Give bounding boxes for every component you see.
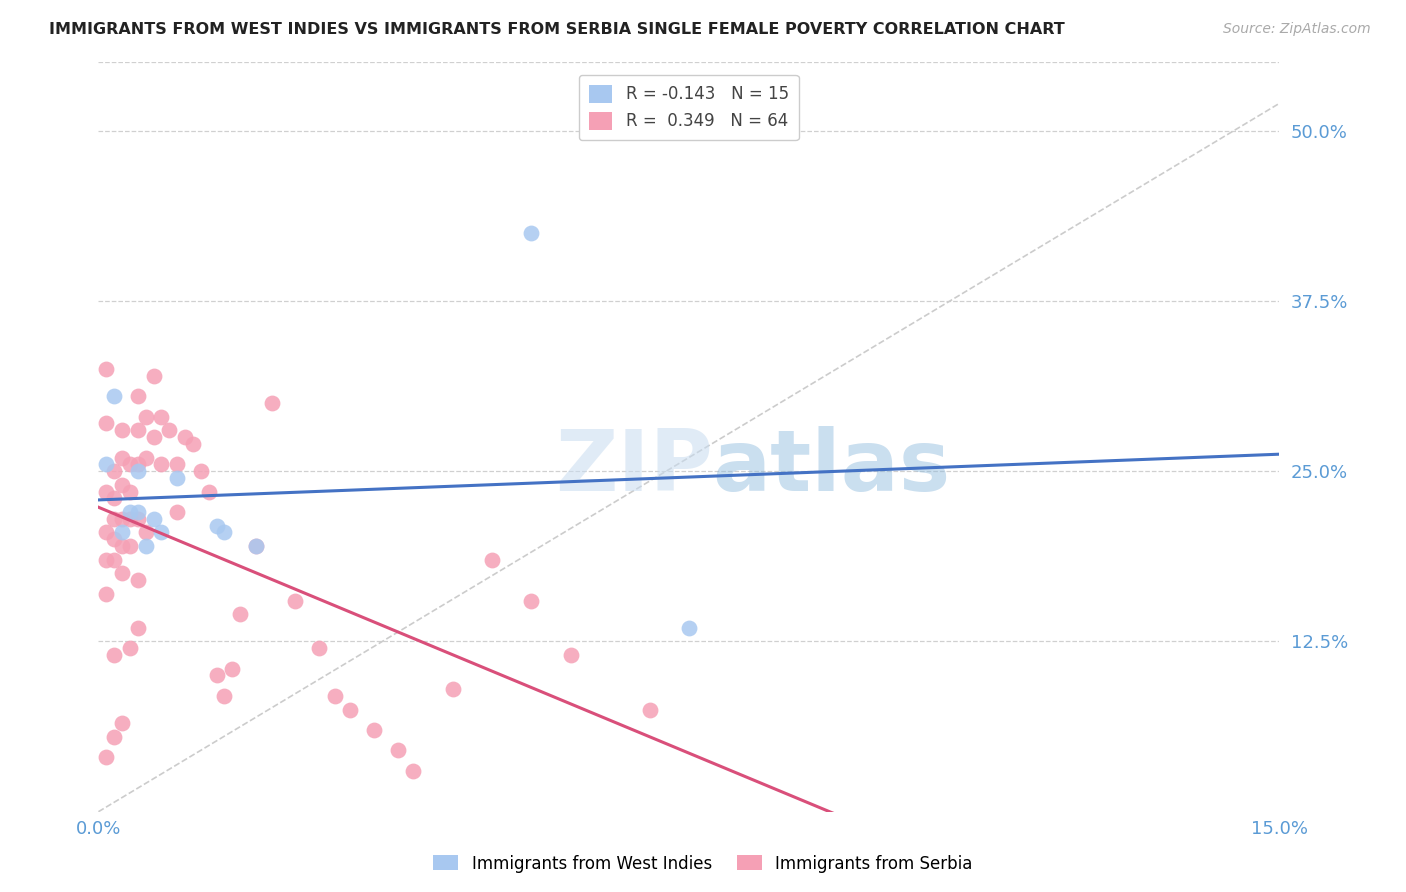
Point <box>638 702 661 716</box>
Point <box>190 464 212 478</box>
Text: Source: ZipAtlas.com: Source: ZipAtlas.com <box>1223 22 1371 37</box>
Point <box>150 458 173 472</box>
Point <box>387 743 409 757</box>
Legend: Immigrants from West Indies, Immigrants from Serbia: Immigrants from West Indies, Immigrants … <box>426 848 980 880</box>
Point <box>441 682 464 697</box>
Point <box>103 552 125 566</box>
Point <box>135 539 157 553</box>
Point <box>166 458 188 472</box>
Point <box>103 512 125 526</box>
Point <box>111 716 134 731</box>
Point <box>323 689 346 703</box>
Point <box>111 450 134 465</box>
Text: ZIP: ZIP <box>555 425 713 508</box>
Point <box>142 512 165 526</box>
Point <box>111 566 134 581</box>
Point <box>103 464 125 478</box>
Point <box>127 458 149 472</box>
Point <box>205 518 228 533</box>
Point <box>111 525 134 540</box>
Point <box>96 587 118 601</box>
Point <box>142 368 165 383</box>
Point <box>205 668 228 682</box>
Point <box>481 552 503 566</box>
Point <box>135 409 157 424</box>
Point <box>127 423 149 437</box>
Point <box>127 573 149 587</box>
Point <box>118 505 141 519</box>
Point <box>111 512 134 526</box>
Point <box>103 389 125 403</box>
Point <box>127 464 149 478</box>
Point <box>308 641 330 656</box>
Point <box>96 750 118 764</box>
Point <box>339 702 361 716</box>
Point <box>111 477 134 491</box>
Point <box>402 764 425 778</box>
Point <box>520 593 543 607</box>
Text: IMMIGRANTS FROM WEST INDIES VS IMMIGRANTS FROM SERBIA SINGLE FEMALE POVERTY CORR: IMMIGRANTS FROM WEST INDIES VS IMMIGRANT… <box>49 22 1064 37</box>
Point <box>260 396 283 410</box>
Point <box>118 458 141 472</box>
Point <box>103 533 125 547</box>
Point <box>166 505 188 519</box>
Point <box>181 437 204 451</box>
Point <box>363 723 385 737</box>
Point <box>221 662 243 676</box>
Point <box>229 607 252 622</box>
Point <box>103 730 125 744</box>
Text: atlas: atlas <box>713 425 950 508</box>
Point <box>118 641 141 656</box>
Point <box>245 539 267 553</box>
Point <box>127 621 149 635</box>
Point <box>150 409 173 424</box>
Point <box>111 423 134 437</box>
Point <box>96 362 118 376</box>
Point <box>111 539 134 553</box>
Point <box>520 226 543 240</box>
Point <box>96 525 118 540</box>
Point <box>214 525 236 540</box>
Point <box>96 417 118 431</box>
Point <box>197 484 219 499</box>
Point <box>118 512 141 526</box>
Point <box>174 430 197 444</box>
Point <box>560 648 582 662</box>
Point <box>118 484 141 499</box>
Point <box>96 458 118 472</box>
Point <box>118 539 141 553</box>
Point <box>678 621 700 635</box>
Point <box>103 491 125 506</box>
Point <box>214 689 236 703</box>
Point <box>150 525 173 540</box>
Point <box>96 484 118 499</box>
Point <box>284 593 307 607</box>
Point <box>103 648 125 662</box>
Point <box>135 450 157 465</box>
Point <box>127 512 149 526</box>
Point <box>245 539 267 553</box>
Point <box>157 423 180 437</box>
Point <box>96 552 118 566</box>
Point <box>166 471 188 485</box>
Point <box>127 389 149 403</box>
Legend: R = -0.143   N = 15, R =  0.349   N = 64: R = -0.143 N = 15, R = 0.349 N = 64 <box>579 75 799 140</box>
Point <box>135 525 157 540</box>
Point <box>127 505 149 519</box>
Point <box>142 430 165 444</box>
